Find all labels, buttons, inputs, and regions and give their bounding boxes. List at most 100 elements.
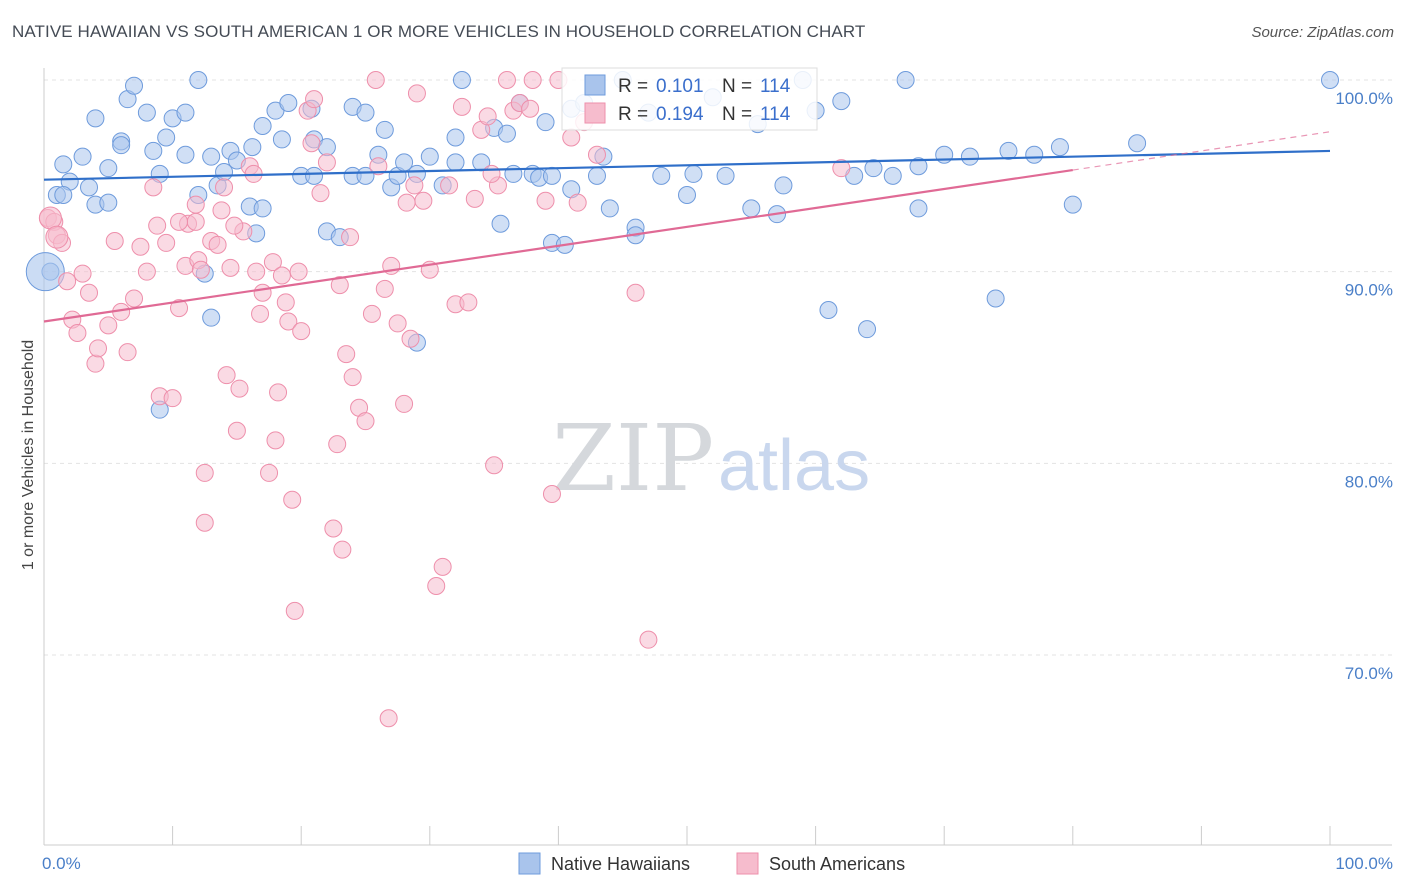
data-point: [678, 186, 696, 204]
data-point: [909, 199, 928, 218]
data-point: [986, 289, 1005, 308]
data-point: [73, 147, 92, 166]
data-point: [80, 283, 99, 302]
data-point: [144, 141, 163, 160]
data-point: [999, 141, 1018, 160]
data-point: [247, 262, 266, 281]
legend-swatch-south-americans: [736, 852, 759, 875]
data-point: [427, 577, 446, 595]
data-point: [684, 164, 703, 183]
stats-r-label-0: R =: [618, 76, 648, 97]
y-tick-label: 80.0%: [1345, 472, 1393, 491]
trend-line: [43, 168, 1073, 323]
data-point: [774, 176, 793, 195]
data-point: [144, 178, 163, 197]
data-point: [279, 94, 298, 112]
data-point: [269, 383, 288, 402]
watermark-atlas: atlas: [718, 426, 870, 506]
data-point: [292, 322, 311, 341]
data-point: [263, 253, 282, 272]
data-point: [189, 71, 208, 89]
data-point: [328, 435, 347, 454]
data-point: [99, 316, 118, 335]
data-point: [195, 463, 214, 482]
data-point: [562, 128, 581, 147]
data-point: [253, 283, 272, 302]
data-point: [883, 166, 902, 185]
data-point: [542, 485, 561, 503]
y-axis-title: 1 or more Vehicles in Household: [20, 340, 37, 570]
x-tick-label: 100.0%: [1335, 854, 1393, 873]
y-tick-label: 90.0%: [1345, 281, 1393, 300]
data-point: [243, 138, 262, 157]
data-point: [212, 201, 231, 220]
data-point: [330, 276, 349, 295]
data-point: [446, 153, 465, 172]
data-point: [626, 283, 645, 302]
data-point: [86, 109, 105, 128]
data-point: [356, 103, 375, 122]
data-point: [960, 147, 979, 166]
stats-legend: R = 0.101 N = 114 R = 0.194 N = 114: [561, 67, 818, 131]
data-point: [909, 157, 928, 176]
data-point: [279, 312, 298, 331]
data-point: [305, 90, 324, 109]
data-point: [215, 178, 234, 197]
data-point: [272, 130, 291, 149]
chart-title: NATIVE HAWAIIAN VS SOUTH AMERICAN 1 OR M…: [12, 22, 866, 41]
data-point: [858, 320, 877, 339]
data-point: [587, 145, 606, 164]
data-point: [452, 97, 471, 116]
stats-r-label-1: R =: [618, 104, 648, 125]
data-point: [832, 159, 851, 178]
stats-n-label-1: N =: [722, 104, 752, 125]
data-point: [112, 136, 131, 155]
data-point: [407, 84, 426, 103]
data-point: [105, 232, 124, 250]
data-point: [125, 289, 144, 308]
data-point: [896, 71, 915, 89]
stats-n-value-0: 114: [760, 76, 791, 97]
legend-label-south-americans: South Americans: [769, 854, 905, 874]
data-point: [343, 368, 362, 387]
watermark: ZIP atlas: [552, 405, 870, 512]
data-point: [420, 147, 439, 166]
data-point: [341, 228, 360, 247]
data-point: [324, 519, 343, 538]
data-point: [369, 157, 388, 176]
data-point: [99, 159, 118, 178]
data-point-large: [38, 206, 62, 230]
data-point: [131, 237, 150, 256]
data-point: [191, 260, 210, 279]
data-point: [465, 189, 484, 208]
data-point: [89, 339, 108, 358]
data-point: [819, 301, 838, 319]
legend-swatch-native-hawaiians: [518, 852, 541, 875]
x-tick-label: 0.0%: [42, 854, 81, 873]
data-point: [289, 262, 308, 281]
stats-n-label-0: N =: [722, 76, 752, 97]
data-point: [397, 193, 416, 212]
data-point: [125, 76, 144, 95]
data-point: [73, 264, 92, 283]
data-point: [225, 216, 244, 235]
data-point: [86, 354, 105, 373]
data-point: [208, 235, 227, 254]
data-point: [716, 166, 735, 185]
data-point: [272, 266, 291, 285]
data-point: [600, 199, 619, 218]
stats-n-value-1: 114: [760, 104, 791, 125]
trend-line: [43, 149, 1331, 181]
data-point: [414, 191, 433, 210]
data-point: [260, 463, 279, 482]
data-point: [478, 107, 497, 126]
tick-labels: 100.0% 90.0% 80.0% 70.0% 0.0% 100.0%: [42, 89, 1393, 873]
data-point: [587, 166, 606, 185]
data-point: [54, 186, 73, 204]
data-point: [170, 212, 189, 231]
data-point: [405, 176, 424, 195]
data-point: [864, 159, 883, 178]
data-point: [401, 329, 420, 348]
data-point: [1128, 134, 1147, 153]
data-point: [1063, 195, 1082, 214]
